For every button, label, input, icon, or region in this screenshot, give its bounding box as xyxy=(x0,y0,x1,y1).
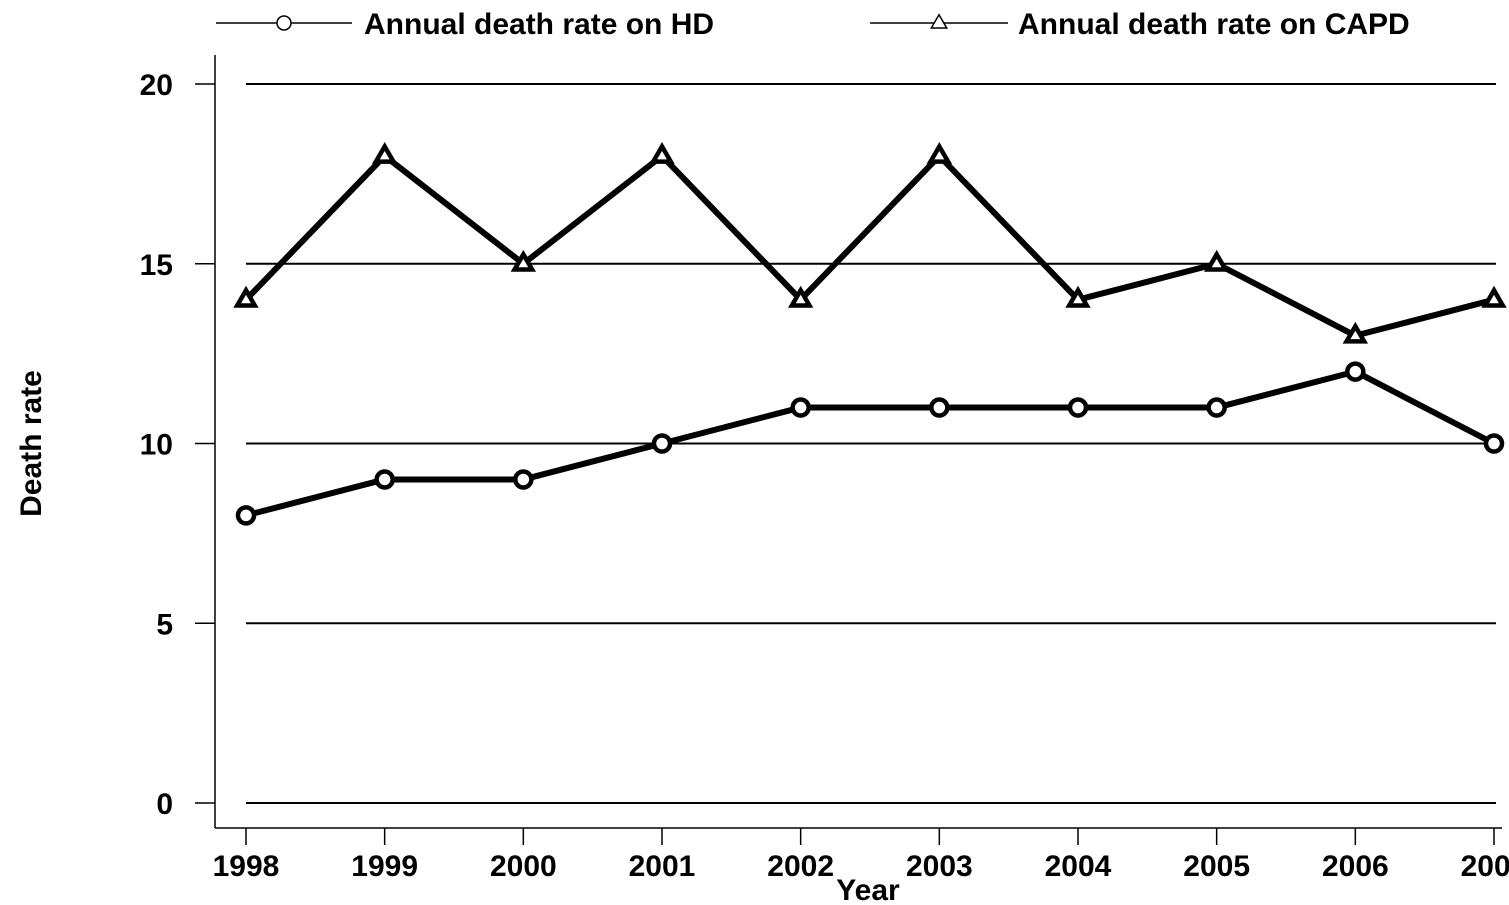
x-tick-label: 2007 xyxy=(1461,850,1509,883)
series-1-point-2002 xyxy=(790,397,811,418)
x-axis-title: Year xyxy=(836,874,900,905)
series-1 xyxy=(235,361,1505,526)
y-tick-label: 10 xyxy=(140,429,173,462)
x-tick-label: 1999 xyxy=(351,850,418,883)
series-2-point-1998 xyxy=(233,285,259,308)
series xyxy=(233,141,1507,526)
series-1-point-1999 xyxy=(374,469,395,490)
series-2-point-2001 xyxy=(649,141,675,164)
series-2-point-1999 xyxy=(371,141,398,164)
series-1-line xyxy=(245,368,1496,519)
x-tick-label: 2000 xyxy=(490,850,557,883)
ticks: 0 5 10 15 20 1998 1999 2000 2001 2002 2003 2004 2005… xyxy=(140,69,1509,883)
x-tick-label: 1998 xyxy=(213,850,280,883)
x-tick-label: 2006 xyxy=(1322,850,1389,883)
x-tick-label: 2001 xyxy=(629,850,696,883)
gridlines xyxy=(246,83,1496,804)
series-1-point-2005 xyxy=(1206,397,1227,418)
x-tick-label: 2005 xyxy=(1183,850,1250,883)
legend: Annual death rate on HD Annual death rate… xyxy=(216,8,1410,41)
x-tick-label: 2004 xyxy=(1045,850,1112,883)
legend-item-2: Annual death rate on CAPD xyxy=(870,8,1410,41)
series-2-point-2005 xyxy=(1203,249,1230,272)
series-1-point-2004 xyxy=(1067,397,1089,418)
legend-marker-circle xyxy=(276,15,292,31)
series-1-point-2006 xyxy=(1345,361,1366,382)
series-2-point-2003 xyxy=(926,141,953,164)
legend-marker-triangle xyxy=(929,13,949,29)
series-2-line xyxy=(243,152,1495,339)
x-tick-label: 2002 xyxy=(767,850,834,883)
series-1-point-2001 xyxy=(651,433,673,454)
series-2-point-2000 xyxy=(510,249,537,272)
x-tick-label: 2003 xyxy=(906,850,973,883)
y-tick-label: 0 xyxy=(156,788,173,821)
series-2-point-2007 xyxy=(1481,285,1507,308)
series-1-point-2007 xyxy=(1483,433,1505,454)
series-2-point-2002 xyxy=(787,285,814,308)
series-2 xyxy=(233,141,1507,344)
series-1-point-2003 xyxy=(929,397,950,418)
series-2-point-2004 xyxy=(1065,285,1091,308)
y-tick-label: 5 xyxy=(156,608,173,641)
series-1-point-1998 xyxy=(235,505,257,526)
legend-label: Annual death rate on HD xyxy=(364,8,714,41)
y-tick-label: 15 xyxy=(140,249,173,282)
axes xyxy=(214,55,1502,829)
series-2-point-2006 xyxy=(1342,321,1369,344)
y-axis-title: Death rate xyxy=(15,370,48,517)
legend-label: Annual death rate on CAPD xyxy=(1018,8,1410,41)
series-1-point-2000 xyxy=(513,469,534,490)
legend-item-1: Annual death rate on HD xyxy=(216,8,714,41)
y-tick-label: 20 xyxy=(140,69,173,102)
